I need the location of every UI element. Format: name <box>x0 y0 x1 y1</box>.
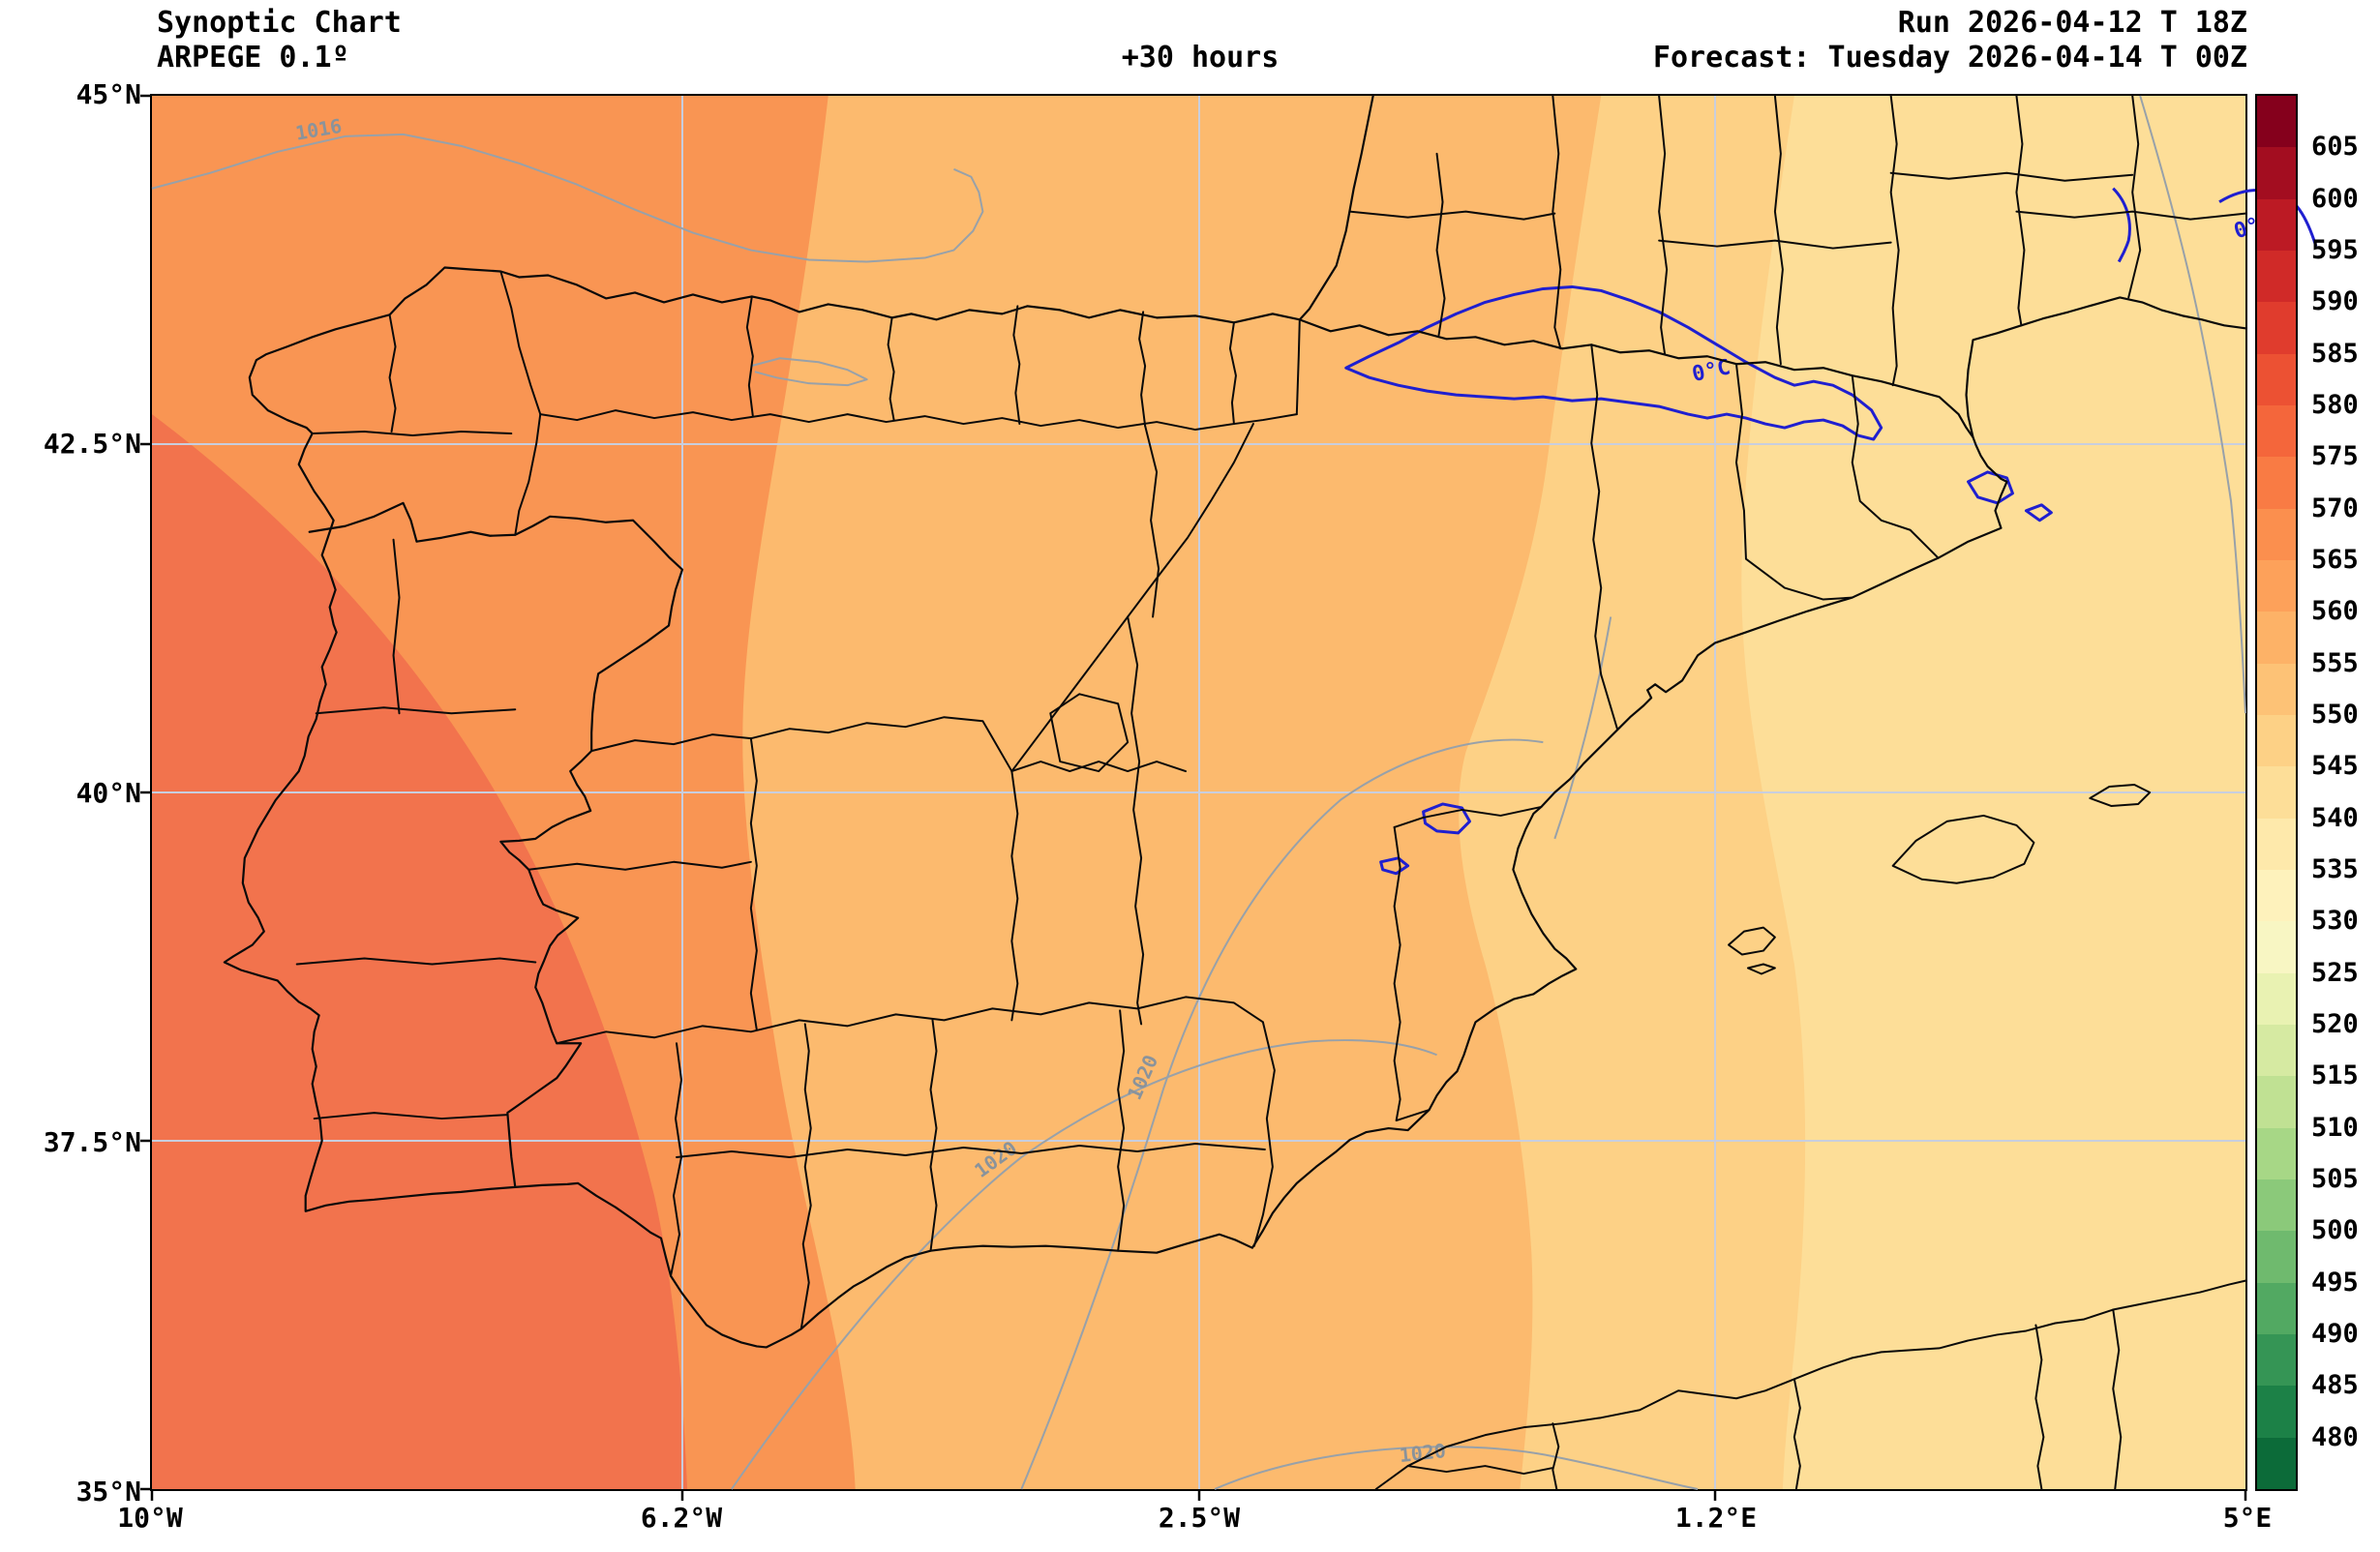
colorbar-band <box>2257 1024 2296 1077</box>
isobar-lines: 1016 1020 1020 1020 <box>151 95 2246 1490</box>
map-plot-area: 1016 1020 1020 1020 0°C 0°C <box>140 94 2318 1501</box>
province-borders-spain <box>295 270 1940 1330</box>
colorbar-band <box>2257 714 2296 767</box>
coast-and-borders-africa <box>1374 1279 2246 1490</box>
colorbar-tick-label: 600 <box>2311 183 2359 214</box>
lon-tick-label: 10°W <box>117 1502 183 1534</box>
balearic-islands <box>1727 784 2152 975</box>
colorbar-band <box>2257 559 2296 612</box>
colorbar-band <box>2257 1179 2296 1232</box>
colorbar-tick-label: 540 <box>2311 802 2359 833</box>
colorbar-band <box>2257 1282 2296 1334</box>
colorbar-tick-label: 520 <box>2311 1009 2359 1039</box>
lon-tick-label: 5°E <box>2222 1502 2273 1534</box>
forecast-label: Forecast: Tuesday 2026-04-14 T 00Z <box>1652 41 2247 75</box>
colorbar-tick-label: 530 <box>2311 906 2359 937</box>
colorbar-band <box>2257 198 2296 251</box>
colorbar-band <box>2257 353 2296 405</box>
colorbar <box>2255 94 2298 1491</box>
colorbar-tick-label: 545 <box>2311 751 2359 782</box>
colorbar-tick-label: 605 <box>2311 132 2359 163</box>
colorbar-tick-label: 580 <box>2311 390 2359 420</box>
colorbar-tick-label: 480 <box>2311 1421 2359 1452</box>
colorbar-tick-label: 550 <box>2311 700 2359 730</box>
lon-tick-label: 6.2°W <box>640 1502 723 1534</box>
lat-tick-label: 35°N <box>75 1476 141 1507</box>
colorbar-tick-label: 515 <box>2311 1060 2359 1091</box>
isobar-label-1020c: 1020 <box>1399 1439 1447 1467</box>
synoptic-map: 1016 1020 1020 1020 0°C 0°C <box>140 94 2318 1501</box>
department-borders-france <box>1348 95 2246 387</box>
colorbar-tick-label: 590 <box>2311 286 2359 317</box>
colorbar-band <box>2257 1386 2296 1438</box>
colorbar-band <box>2257 766 2296 819</box>
lat-tick-label: 45°N <box>75 78 141 110</box>
lon-tick-label: 1.2°E <box>1674 1502 1758 1534</box>
colorbar-tick-label: 575 <box>2311 441 2359 472</box>
colorbar-tick-label: 485 <box>2311 1370 2359 1401</box>
colorbar-band <box>2257 921 2296 973</box>
colorbar-band <box>2257 1333 2296 1387</box>
model-label: ARPEGE 0.1º <box>157 41 349 75</box>
axis-ticks <box>140 94 2247 1501</box>
colorbar-band <box>2257 612 2296 664</box>
colorbar-tick-label: 555 <box>2311 647 2359 678</box>
colorbar-band <box>2257 1231 2296 1283</box>
colorbar-band <box>2257 302 2296 354</box>
lead-time-label: +30 hours <box>1121 41 1280 75</box>
colorbar-band <box>2257 457 2296 509</box>
colorbar-band <box>2257 1127 2296 1179</box>
colorbar-tick-label: 495 <box>2311 1267 2359 1298</box>
graticule <box>152 96 2245 1489</box>
colorbar-tick-label: 525 <box>2311 957 2359 988</box>
colorbar-band <box>2257 869 2296 922</box>
lon-tick-label: 2.5°W <box>1158 1502 1241 1534</box>
colorbar-band <box>2257 96 2296 148</box>
colorbar-tick-label: 535 <box>2311 854 2359 884</box>
field-band-southwest <box>152 414 687 1489</box>
colorbar-tick-label: 500 <box>2311 1215 2359 1246</box>
colorbar-tick-label: 510 <box>2311 1112 2359 1143</box>
colorbar-tick-label: 585 <box>2311 338 2359 369</box>
lat-tick-label: 40°N <box>75 777 141 809</box>
colorbar-band <box>2257 972 2296 1025</box>
colorbar-tick-label: 595 <box>2311 235 2359 265</box>
lat-tick-label: 42.5°N <box>43 428 141 460</box>
colorbar-tick-label: 560 <box>2311 596 2359 627</box>
colorbar-band <box>2257 250 2296 303</box>
colorbar-band <box>2257 404 2296 458</box>
run-label: Run 2026-04-12 T 18Z <box>1897 6 2247 40</box>
colorbar-band <box>2257 147 2296 199</box>
colorbar-band <box>2257 508 2296 560</box>
colorbar-tick-label: 570 <box>2311 492 2359 523</box>
colorbar-tick-label: 505 <box>2311 1164 2359 1194</box>
colorbar-band <box>2257 663 2296 715</box>
coastline-and-borders <box>223 94 2247 1490</box>
coastline-iberia <box>223 94 2247 1349</box>
colorbar-tick-label: 565 <box>2311 545 2359 575</box>
chart-title: Synoptic Chart <box>157 6 402 40</box>
border-portugal-spain <box>308 501 684 1188</box>
lat-tick-label: 37.5°N <box>43 1126 141 1158</box>
colorbar-band <box>2257 1076 2296 1128</box>
colorbar-tick-label: 490 <box>2311 1319 2359 1349</box>
colorbar-band <box>2257 818 2296 870</box>
colorbar-band <box>2257 1437 2296 1489</box>
